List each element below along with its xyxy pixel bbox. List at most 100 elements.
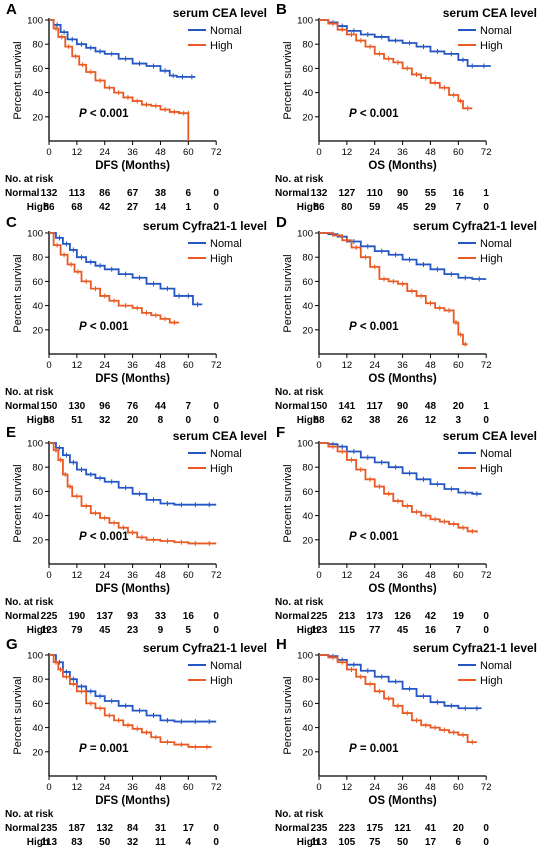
risk-value-normal: 150 xyxy=(311,401,328,412)
chart-title: serum CEA level xyxy=(443,6,537,20)
legend-label-high: High xyxy=(210,463,233,475)
y-tick-label: 20 xyxy=(302,112,313,123)
risk-value-normal: 213 xyxy=(339,611,356,622)
legend-label-nomal: Nomal xyxy=(210,448,242,460)
risk-value-normal: 16 xyxy=(183,611,195,622)
y-tick-label: 80 xyxy=(302,675,313,686)
risk-row-label-normal: Normal xyxy=(5,823,40,834)
x-tick-label: 24 xyxy=(369,782,380,793)
risk-value-high: 50 xyxy=(397,837,409,847)
risk-row-label-high: High xyxy=(297,415,319,426)
y-tick-label: 40 xyxy=(32,301,43,312)
p-symbol: P xyxy=(349,531,357,543)
y-tick-label: 100 xyxy=(27,651,43,662)
x-tick-label: 12 xyxy=(72,147,83,158)
risk-row-label-high: High xyxy=(27,625,49,636)
y-tick-label: 100 xyxy=(297,16,313,27)
risk-value-normal: 137 xyxy=(96,611,113,622)
risk-value-high: 115 xyxy=(339,625,356,636)
x-tick-label: 72 xyxy=(481,147,492,158)
y-axis-label: Percent survival xyxy=(282,41,294,119)
km-curve-high xyxy=(319,19,473,110)
risk-value-high: 0 xyxy=(483,837,489,847)
risk-value-normal: 126 xyxy=(394,611,411,622)
x-tick-label: 24 xyxy=(99,360,110,371)
risk-value-normal: 20 xyxy=(453,401,465,412)
risk-value-high: 1 xyxy=(186,202,192,213)
risk-value-normal: 0 xyxy=(483,823,489,834)
y-axis-label: Percent survival xyxy=(12,254,24,332)
x-tick-label: 0 xyxy=(46,782,51,793)
y-tick-label: 40 xyxy=(302,88,313,99)
p-number: 0.001 xyxy=(370,108,399,120)
risk-value-high: 0 xyxy=(483,415,489,426)
risk-value-normal: 225 xyxy=(311,611,328,622)
p-symbol: P xyxy=(79,743,87,755)
risk-row-label-normal: Normal xyxy=(275,188,310,199)
x-tick-label: 12 xyxy=(72,782,83,793)
p-value-text: P < 0.001 xyxy=(79,108,129,120)
risk-row-label-normal: Normal xyxy=(275,401,310,412)
y-tick-label: 60 xyxy=(32,487,43,498)
legend-label-high: High xyxy=(480,40,503,52)
chart-title: serum CEA level xyxy=(443,429,537,443)
y-axis-label: Percent survival xyxy=(12,676,24,754)
x-tick-label: 72 xyxy=(211,782,222,793)
x-tick-label: 36 xyxy=(397,147,408,158)
risk-value-high: 68 xyxy=(71,202,83,213)
y-tick-label: 40 xyxy=(302,301,313,312)
y-tick-label: 60 xyxy=(302,487,313,498)
y-tick-label: 80 xyxy=(302,253,313,264)
x-tick-label: 0 xyxy=(316,147,321,158)
x-tick-label: 0 xyxy=(316,360,321,371)
x-tick-label: 12 xyxy=(342,147,353,158)
risk-value-high: 3 xyxy=(456,415,462,426)
km-curve-high xyxy=(49,442,217,545)
p-number: 0.001 xyxy=(370,531,399,543)
panel-letter: H xyxy=(276,636,287,653)
x-axis-label: DFS (Months) xyxy=(95,160,170,172)
x-tick-label: 12 xyxy=(342,360,353,371)
x-tick-label: 36 xyxy=(397,360,408,371)
x-tick-label: 12 xyxy=(72,360,83,371)
risk-row-label-normal: Normal xyxy=(275,823,310,834)
p-value-text: P < 0.001 xyxy=(79,321,129,333)
risk-value-high: 123 xyxy=(41,625,58,636)
legend-label-high: High xyxy=(210,675,233,687)
y-tick-label: 100 xyxy=(27,439,43,450)
y-tick-label: 100 xyxy=(297,651,313,662)
x-tick-label: 48 xyxy=(425,147,436,158)
legend-label-high: High xyxy=(480,463,503,475)
km-curve-high xyxy=(319,442,478,533)
panel-letter: E xyxy=(6,424,16,441)
y-tick-label: 20 xyxy=(32,325,43,336)
risk-value-normal: 17 xyxy=(183,823,195,834)
p-relation: = xyxy=(357,743,370,755)
risk-value-normal: 55 xyxy=(425,188,437,199)
km-curve-high xyxy=(49,19,190,141)
x-tick-label: 36 xyxy=(127,360,138,371)
y-tick-label: 60 xyxy=(302,699,313,710)
x-tick-label: 0 xyxy=(316,570,321,581)
risk-value-high: 0 xyxy=(483,625,489,636)
risk-value-normal: 190 xyxy=(69,611,86,622)
risk-value-normal: 93 xyxy=(127,611,139,622)
risk-value-high: 75 xyxy=(369,837,381,847)
risk-value-high: 26 xyxy=(397,415,409,426)
x-tick-label: 48 xyxy=(155,147,166,158)
risk-value-high: 23 xyxy=(127,625,139,636)
km-curve-high xyxy=(319,654,477,744)
risk-value-high: 68 xyxy=(313,415,325,426)
legend-label-nomal: Nomal xyxy=(210,238,242,250)
x-tick-label: 72 xyxy=(481,570,492,581)
risk-value-normal: 1 xyxy=(483,401,489,412)
y-tick-label: 100 xyxy=(297,229,313,240)
risk-value-high: 0 xyxy=(483,202,489,213)
risk-value-high: 12 xyxy=(425,415,437,426)
x-tick-label: 48 xyxy=(155,360,166,371)
panel-letter: G xyxy=(6,636,18,653)
risk-value-high: 105 xyxy=(339,837,356,847)
